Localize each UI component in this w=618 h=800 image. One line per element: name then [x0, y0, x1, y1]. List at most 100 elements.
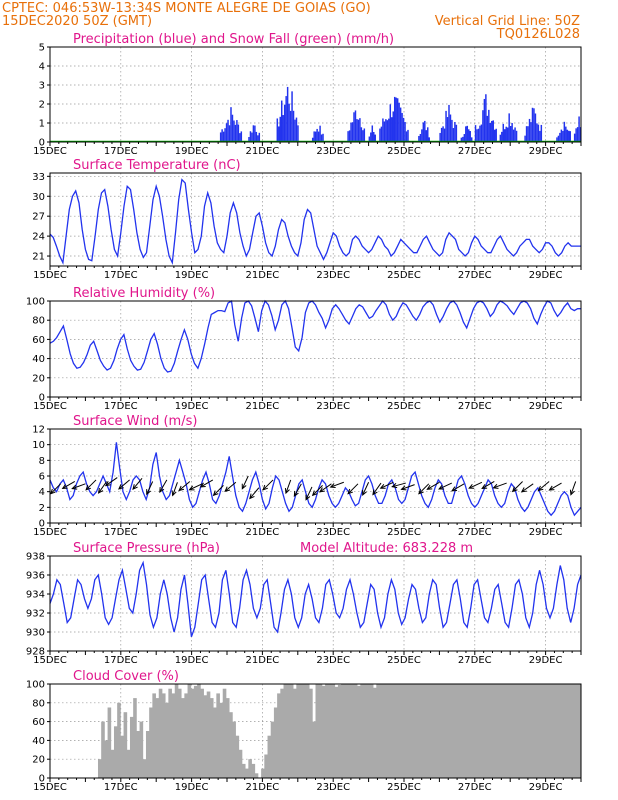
precip-bar	[251, 132, 253, 142]
cloud-cover-bar	[382, 684, 387, 778]
precip-bar	[252, 125, 255, 142]
cloud-cover-bar	[200, 688, 204, 778]
x-tick-label: 25DEC	[387, 782, 421, 793]
cloud-cover-bar	[312, 721, 316, 778]
cloud-cover-bar	[414, 684, 419, 778]
cloud-cover-bar	[161, 693, 166, 778]
wind-arrow-shaft	[570, 481, 577, 495]
cloud-cover-bar	[283, 684, 288, 778]
precip-bar	[575, 128, 577, 142]
precip-bar	[313, 131, 315, 142]
precip-bar	[322, 133, 324, 142]
cloud-cover-bar	[571, 684, 576, 778]
cloud-cover-bar	[155, 698, 160, 778]
precip-bar	[289, 110, 292, 142]
precip-bar	[362, 130, 364, 142]
precip-bar	[428, 137, 430, 142]
cloud-cover-bar	[104, 740, 108, 778]
cloud-cover-bar	[568, 684, 572, 778]
cloud-cover-bar	[203, 695, 208, 778]
precip-bar	[559, 132, 561, 142]
cloud-cover-bar	[177, 688, 182, 778]
y-tick-label: 936	[26, 571, 45, 582]
cloud-cover-bar	[325, 684, 329, 778]
y-tick-label: 30	[32, 192, 45, 203]
cloud-cover-bar	[174, 684, 179, 778]
cloud-cover-bar	[401, 684, 406, 778]
wind-arrow-shaft	[293, 483, 302, 497]
wind-arrow-shaft	[213, 485, 224, 496]
wind-arrow	[418, 483, 430, 495]
cloud-cover-bar	[286, 684, 291, 778]
precip-bar	[492, 120, 494, 142]
x-tick-label: 17DEC	[104, 655, 138, 666]
precip-bar	[563, 121, 566, 142]
y-tick-label: 0	[39, 393, 45, 404]
cloud-cover-bar	[206, 691, 211, 778]
cloud-cover-bar	[456, 684, 460, 778]
y-tick-label: 60	[32, 335, 45, 346]
cloud-cover-bar	[107, 707, 112, 778]
cloud-cover-bar	[472, 684, 476, 778]
wind-arrow-shaft	[172, 482, 178, 496]
precip-bar	[491, 120, 493, 142]
cloud-cover-bar	[197, 684, 201, 778]
cloud-cover-bar	[113, 726, 118, 778]
precip-bar	[534, 113, 537, 142]
precip-bar	[316, 128, 318, 142]
wind-arrow-shaft	[347, 483, 359, 495]
precip-bar	[452, 128, 455, 142]
x-tick-label: 21DEC	[246, 146, 280, 157]
precip-bar	[396, 98, 399, 142]
wind-arrow-shaft	[241, 475, 249, 489]
x-tick-label: 27DEC	[458, 401, 492, 412]
cloud-cover-bar	[225, 698, 230, 778]
cloud-cover-bar	[517, 684, 521, 778]
cloud-cover-bar	[110, 749, 115, 778]
wind-arrow-head	[311, 490, 318, 497]
precip-bar	[363, 128, 366, 142]
wind-arrow-head	[400, 485, 407, 491]
cloud-cover-bar	[513, 684, 518, 778]
wind-arrow-shaft	[72, 483, 86, 490]
wind-arrow-head	[171, 490, 177, 497]
precip-bar	[219, 132, 222, 142]
precip-bar	[528, 118, 531, 142]
wind-arrow-head	[49, 488, 56, 495]
cloud-cover-bar	[373, 687, 377, 778]
wind-arrow-shaft	[262, 479, 274, 491]
y-tick-label: 80	[32, 316, 45, 327]
wind-arrow	[132, 478, 143, 490]
precip-bar	[225, 123, 228, 142]
cloud-cover-bar	[533, 684, 537, 778]
precip-bar	[360, 127, 363, 142]
precip-bar	[295, 117, 298, 142]
panel-frame	[49, 46, 582, 143]
cloud-cover-bar	[558, 684, 563, 778]
panel-title: Surface Wind (m/s)	[73, 414, 197, 429]
y-tick-label: 33	[32, 172, 45, 183]
precip-bar	[502, 123, 505, 142]
wind-arrow-head	[319, 487, 325, 493]
precip-bar	[353, 112, 355, 142]
wind-arrow	[372, 482, 382, 496]
x-tick-label: 27DEC	[458, 146, 492, 157]
pressure-panel: Surface Pressure (hPa) Model Altitude: 68…	[26, 541, 582, 666]
cloud-cover-bar	[481, 684, 486, 778]
y-tick-label: 10	[32, 440, 45, 451]
cloud-cover-bar	[238, 749, 243, 778]
precip-bar	[427, 127, 429, 142]
precip-bar	[371, 125, 374, 142]
precip-bar	[449, 114, 452, 142]
precip-bar	[317, 131, 320, 142]
wind-arrow-shaft	[146, 481, 154, 495]
cloud-cover-bar	[293, 688, 297, 778]
cloud-cover-bar	[334, 686, 339, 778]
x-tick-label: 25DEC	[387, 270, 421, 281]
wind-arrow-head	[418, 488, 424, 495]
wind-arrow-shaft	[330, 481, 344, 488]
wind-arrow	[118, 479, 130, 490]
cloud-cover-bar	[171, 693, 176, 778]
cloud-cover-bar	[209, 698, 214, 778]
precip-bar	[278, 126, 280, 142]
